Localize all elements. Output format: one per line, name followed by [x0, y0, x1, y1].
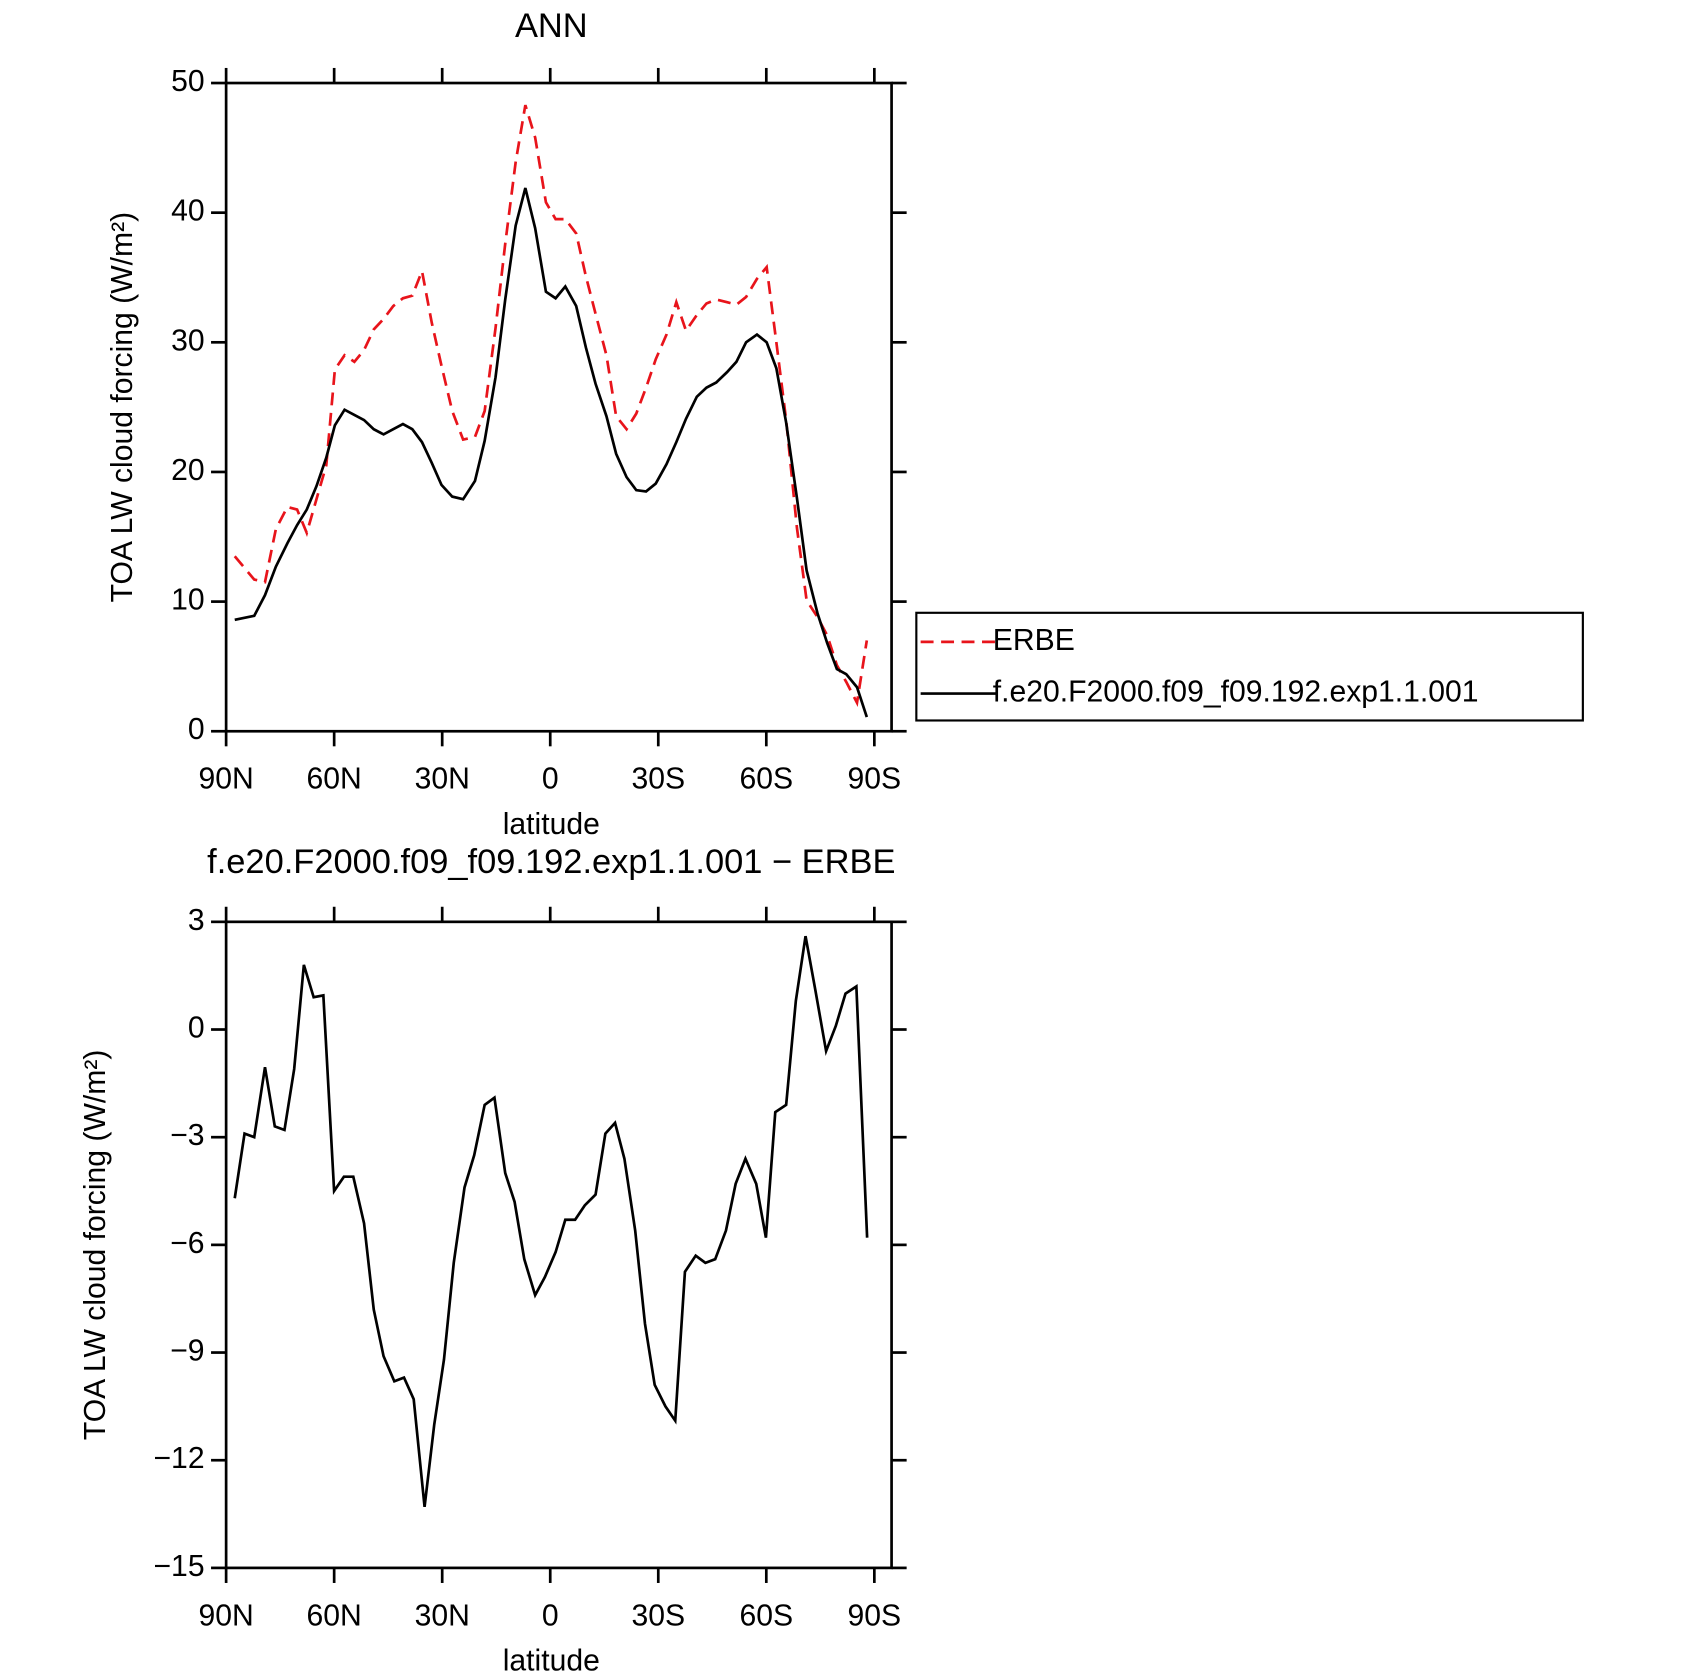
- x-tick-label: 60N: [307, 763, 362, 796]
- y-tick-label: 0: [188, 713, 205, 746]
- x-tick-label: 30N: [415, 1599, 470, 1632]
- y-tick-label: 20: [171, 454, 205, 487]
- y-tick-label: 0: [188, 1011, 205, 1044]
- y-tick-label: −9: [170, 1335, 204, 1368]
- y-tick-label: −3: [170, 1119, 204, 1152]
- x-tick-label: 90N: [198, 1599, 253, 1632]
- x-tick-label: 60S: [740, 1599, 794, 1632]
- x-tick-label: 0: [542, 1599, 559, 1632]
- x-tick-label: 90S: [848, 1599, 902, 1632]
- x-axis-label: latitude: [503, 808, 600, 841]
- data-line: [233, 104, 869, 707]
- y-tick-label: 50: [171, 65, 205, 98]
- data-line: [234, 187, 869, 718]
- x-tick-label: 60N: [307, 1599, 362, 1632]
- y-tick-label: 10: [171, 584, 205, 617]
- y-tick-label: 3: [188, 904, 205, 937]
- legend-label: f.e20.F2000.f09_f09.192.exp1.1.001: [993, 676, 1479, 709]
- x-tick-label: 30S: [631, 1599, 685, 1632]
- y-tick-label: −12: [153, 1442, 204, 1475]
- x-axis-label: latitude: [503, 1645, 600, 1678]
- legend-label: ERBE: [993, 624, 1075, 657]
- y-tick-label: 30: [171, 324, 205, 357]
- y-tick-label: 40: [171, 195, 205, 228]
- data-line: [233, 935, 869, 1508]
- x-tick-label: 30S: [631, 763, 685, 796]
- plot-frame: [224, 81, 893, 733]
- legend-box: [915, 611, 1584, 722]
- y-axis-label: TOA LW cloud forcing (W/m²): [79, 1050, 112, 1441]
- chart-title: f.e20.F2000.f09_f09.192.exp1.1.001 − ERB…: [207, 843, 895, 881]
- x-tick-label: 60S: [740, 763, 794, 796]
- x-tick-label: 90N: [198, 763, 253, 796]
- x-tick-label: 30N: [415, 763, 470, 796]
- y-tick-label: −15: [153, 1550, 204, 1583]
- y-tick-label: −6: [170, 1227, 204, 1260]
- x-tick-label: 0: [542, 763, 559, 796]
- y-axis-label: TOA LW cloud forcing (W/m²): [106, 212, 139, 603]
- chart-title: ANN: [515, 7, 588, 45]
- x-tick-label: 90S: [848, 763, 902, 796]
